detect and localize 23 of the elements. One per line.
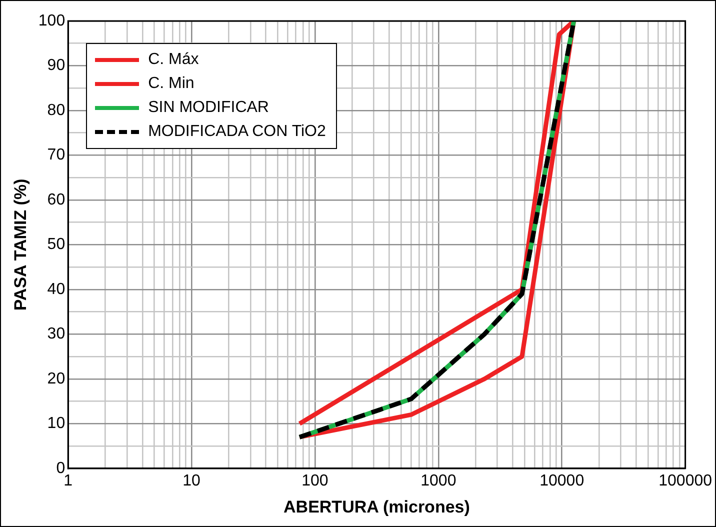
legend-label: MODIFICADA CON TiO2 bbox=[148, 123, 326, 141]
y-tick-label: 80 bbox=[47, 102, 66, 119]
x-tick-label: 100000 bbox=[658, 472, 712, 490]
x-tick-label: 1000 bbox=[420, 472, 456, 490]
y-tick-label: 50 bbox=[47, 236, 66, 254]
y-tick-label: 20 bbox=[47, 370, 66, 388]
x-tick-label: 1 bbox=[64, 472, 73, 490]
x-axis-title: ABERTURA (micrones) bbox=[284, 497, 470, 516]
y-tick-label: 100 bbox=[38, 12, 66, 30]
y-tick-label: 40 bbox=[47, 280, 66, 298]
y-tick-label: 10 bbox=[47, 415, 66, 432]
y-tick-label: 0 bbox=[56, 460, 66, 477]
legend-label: C. Máx bbox=[148, 51, 199, 69]
x-tick-label: 100 bbox=[302, 472, 328, 490]
x-tick-label: 10 bbox=[182, 472, 201, 490]
legend-label: SIN MODIFICAR bbox=[148, 99, 269, 117]
y-tick-label: 30 bbox=[47, 326, 66, 343]
x-tick-label: 10000 bbox=[540, 472, 584, 490]
y-tick-label: 90 bbox=[47, 57, 66, 74]
legend-label: C. Min bbox=[148, 75, 194, 93]
y-tick-label: 60 bbox=[47, 191, 66, 208]
y-tick-label: 70 bbox=[47, 146, 66, 164]
y-axis-title: PASA TAMIZ (%) bbox=[10, 178, 30, 311]
